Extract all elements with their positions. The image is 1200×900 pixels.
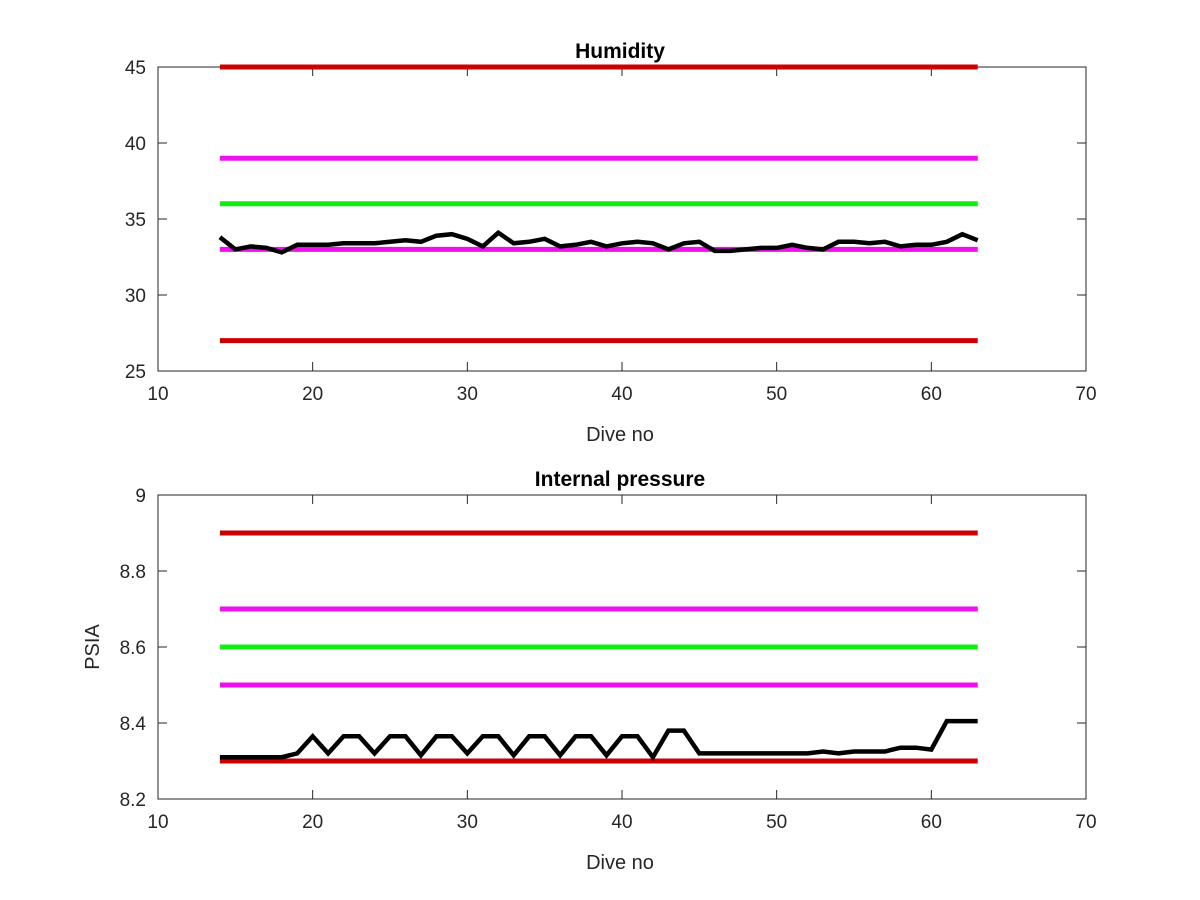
y-tick-label: 9 <box>135 486 146 507</box>
y-tick-label: 25 <box>125 362 146 383</box>
y-tick-label: 8.8 <box>120 562 146 583</box>
chart-title: Internal pressure <box>535 468 705 491</box>
y-tick-label: 30 <box>125 286 146 307</box>
x-tick-label: 50 <box>766 812 787 833</box>
x-tick-label: 20 <box>302 384 323 405</box>
y-tick-label: 40 <box>125 134 146 155</box>
y-tick-label: 45 <box>125 58 146 79</box>
x-tick-label: 30 <box>457 812 478 833</box>
x-axis-label: Dive no <box>586 852 654 874</box>
x-tick-label: 40 <box>611 384 632 405</box>
x-tick-label: 60 <box>921 812 942 833</box>
x-axis-label: Dive no <box>586 424 654 446</box>
x-tick-label: 30 <box>457 384 478 405</box>
x-tick-label: 70 <box>1075 812 1096 833</box>
x-tick-label: 40 <box>611 812 632 833</box>
axes-box <box>157 66 1087 372</box>
y-tick-label: 35 <box>125 210 146 231</box>
data-series-line <box>219 718 978 762</box>
y-tick-label: 8.6 <box>120 638 146 659</box>
x-tick-label: 10 <box>147 384 168 405</box>
x-tick-label: 70 <box>1075 384 1096 405</box>
chart-title: Humidity <box>575 40 665 63</box>
y-tick-label: 8.4 <box>120 714 147 735</box>
x-tick-label: 20 <box>302 812 323 833</box>
data-series-line <box>218 229 979 255</box>
y-axis-label: PSIA <box>82 624 104 670</box>
x-tick-label: 60 <box>921 384 942 405</box>
y-tick-label: 8.2 <box>120 790 146 811</box>
x-tick-label: 10 <box>147 812 168 833</box>
x-tick-label: 50 <box>766 384 787 405</box>
